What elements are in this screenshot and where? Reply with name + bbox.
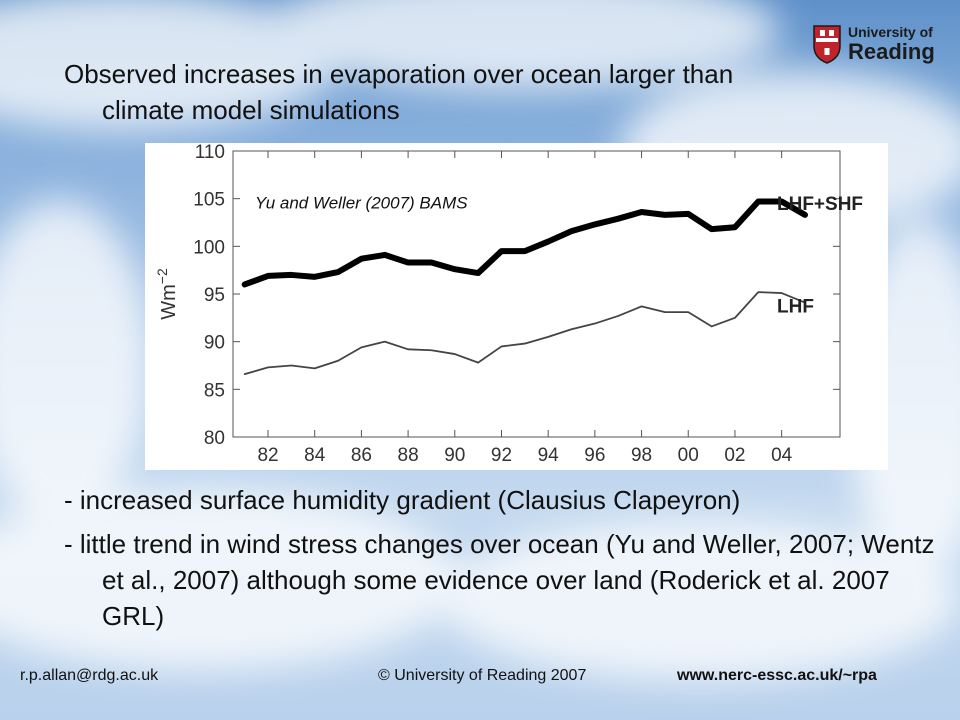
x-tick-label: 96 xyxy=(584,445,605,466)
bullet-wind-stress: - little trend in wind stress changes ov… xyxy=(64,529,935,631)
series-line-lhf xyxy=(243,291,806,375)
y-axis-label: Wm−2 xyxy=(154,268,180,320)
university-logo: University of Reading xyxy=(812,20,942,68)
x-tick-label: 98 xyxy=(631,445,652,466)
x-tick-label: 88 xyxy=(398,445,419,466)
y-tick-label: 90 xyxy=(204,333,225,354)
x-tick-label: 86 xyxy=(351,445,372,466)
bullet-humidity-gradient: - increased surface humidity gradient (C… xyxy=(64,485,741,515)
y-tick-label: 85 xyxy=(204,380,225,401)
logo-text-line1: University of xyxy=(848,24,933,40)
x-tick-label: 92 xyxy=(491,445,512,466)
footer: r.p.allan@rdg.ac.uk © University of Read… xyxy=(0,667,960,691)
series-line-lhf-shf xyxy=(241,198,808,288)
y-axis-label-unit: Wm xyxy=(158,284,180,320)
x-tick-label: 04 xyxy=(771,445,793,466)
footer-copyright: © University of Reading 2007 xyxy=(378,667,587,684)
series-label: LHF xyxy=(777,297,814,318)
university-crest-icon xyxy=(813,25,841,64)
y-tick-label: 95 xyxy=(204,285,225,306)
x-tick-label: 94 xyxy=(538,445,560,466)
y-tick-label: 100 xyxy=(193,237,225,258)
chart-annotation: Yu and Weller (2007) BAMS xyxy=(255,193,468,212)
x-tick-label: 02 xyxy=(724,445,745,466)
x-tick-label: 00 xyxy=(678,445,699,466)
series-label: LHF+SHF xyxy=(777,194,863,215)
y-tick-label: 105 xyxy=(193,190,225,211)
x-tick-label: 84 xyxy=(304,445,326,466)
y-tick-label: 80 xyxy=(204,428,225,449)
logo-text-line2: Reading xyxy=(848,39,935,64)
slide-title: Observed increases in evaporation over o… xyxy=(64,59,734,125)
x-tick-label: 82 xyxy=(257,445,278,466)
x-tick-label: 90 xyxy=(444,445,465,466)
y-tick-label: 110 xyxy=(195,143,225,163)
footer-email[interactable]: r.p.allan@rdg.ac.uk xyxy=(20,667,159,684)
evaporation-line-chart: 80 85 90 95 100 105 110 82 84 86 88 90 92 94 96 98 00 02 0… xyxy=(145,143,888,470)
footer-url[interactable]: www.nerc-essc.ac.uk/~rpa xyxy=(677,667,877,684)
y-axis-label-exponent: −2 xyxy=(154,268,170,284)
bullet-list: - increased surface humidity gradient (C… xyxy=(64,482,944,642)
